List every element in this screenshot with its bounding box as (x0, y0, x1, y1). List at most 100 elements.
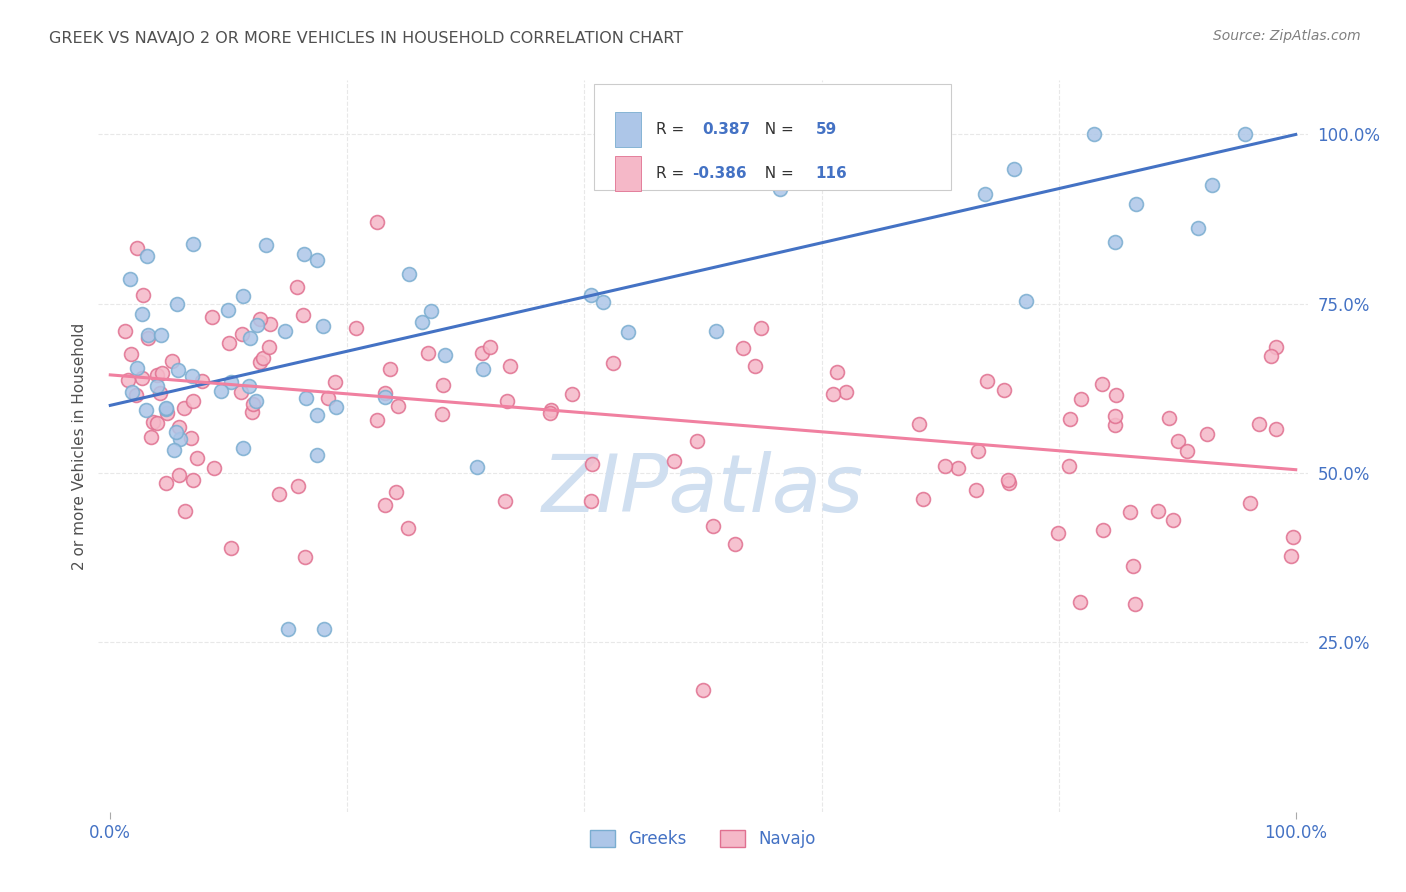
Point (1201, 178, 1223, 192)
Point (231, 384, 253, 399)
Point (312, 318, 335, 333)
Point (617, 325, 640, 339)
Point (702, 518, 724, 533)
Point (965, 483, 987, 497)
Point (287, 479, 309, 493)
Point (190, 374, 212, 388)
Point (1015, 294, 1038, 309)
Point (398, 267, 420, 281)
Point (136, 327, 159, 342)
Point (997, 473, 1019, 487)
Point (232, 289, 254, 303)
Point (731, 341, 754, 355)
Point (1187, 220, 1209, 235)
Point (181, 236, 204, 251)
Point (167, 363, 190, 377)
Text: GREEK VS NAVAJO 2 OR MORE VEHICLES IN HOUSEHOLD CORRELATION CHART: GREEK VS NAVAJO 2 OR MORE VEHICLES IN HO… (49, 31, 683, 46)
Point (120, 347, 142, 361)
Point (325, 376, 347, 390)
FancyBboxPatch shape (614, 156, 641, 191)
Point (1167, 434, 1189, 448)
Point (769, 182, 792, 196)
Point (1069, 595, 1091, 609)
Point (411, 315, 433, 329)
Point (494, 493, 516, 508)
Point (685, 434, 707, 448)
Point (465, 459, 488, 474)
Point (252, 351, 274, 365)
Point (374, 499, 396, 513)
Point (418, 346, 440, 360)
Point (125, 388, 148, 402)
Point (385, 485, 408, 500)
Point (387, 400, 409, 414)
Point (127, 241, 149, 255)
Point (166, 297, 188, 311)
Point (155, 401, 177, 416)
Point (1046, 525, 1069, 540)
Point (146, 416, 169, 430)
Point (434, 348, 457, 362)
Point (396, 521, 419, 535)
Point (973, 186, 995, 201)
Point (181, 369, 204, 384)
Point (155, 401, 177, 416)
Point (160, 354, 183, 368)
Point (307, 408, 329, 422)
Point (292, 247, 315, 261)
Point (155, 475, 177, 490)
Point (259, 317, 281, 331)
Point (538, 406, 561, 420)
Point (150, 366, 173, 380)
Text: Source: ZipAtlas.com: Source: ZipAtlas.com (1213, 29, 1361, 43)
Point (946, 461, 969, 475)
Point (934, 458, 956, 473)
Point (186, 450, 208, 465)
Point (1197, 427, 1219, 442)
Point (579, 288, 602, 302)
Point (993, 383, 1015, 397)
Point (254, 238, 277, 252)
Legend: Greeks, Navajo: Greeks, Navajo (583, 823, 823, 855)
Point (181, 393, 204, 408)
Point (1104, 418, 1126, 433)
Point (114, 324, 136, 338)
Text: ZIPatlas: ZIPatlas (541, 450, 865, 529)
Point (240, 404, 263, 418)
Point (835, 385, 858, 400)
Point (156, 407, 179, 421)
Point (238, 379, 260, 393)
Point (246, 318, 269, 332)
Text: N =: N = (755, 121, 799, 136)
Point (911, 491, 934, 506)
Point (366, 413, 388, 427)
Point (378, 361, 401, 376)
Point (478, 339, 501, 353)
Point (1059, 411, 1081, 425)
Point (127, 360, 149, 375)
Point (374, 386, 396, 401)
Point (232, 441, 254, 455)
Point (292, 308, 315, 322)
Text: N =: N = (755, 166, 799, 181)
Text: R =: R = (655, 121, 689, 136)
Point (249, 312, 271, 326)
Point (277, 622, 299, 636)
Point (561, 387, 583, 401)
Point (219, 541, 242, 556)
Point (307, 253, 329, 268)
Point (1146, 504, 1168, 518)
Point (231, 326, 253, 341)
Point (180, 431, 202, 445)
Point (827, 365, 849, 379)
Text: 59: 59 (815, 121, 837, 136)
Point (325, 400, 347, 414)
Point (149, 385, 172, 400)
Point (1175, 444, 1198, 458)
Point (432, 378, 454, 392)
Text: 0.387: 0.387 (702, 121, 749, 136)
Point (201, 310, 224, 325)
Point (344, 321, 367, 335)
Point (120, 272, 142, 286)
Point (287, 280, 309, 294)
